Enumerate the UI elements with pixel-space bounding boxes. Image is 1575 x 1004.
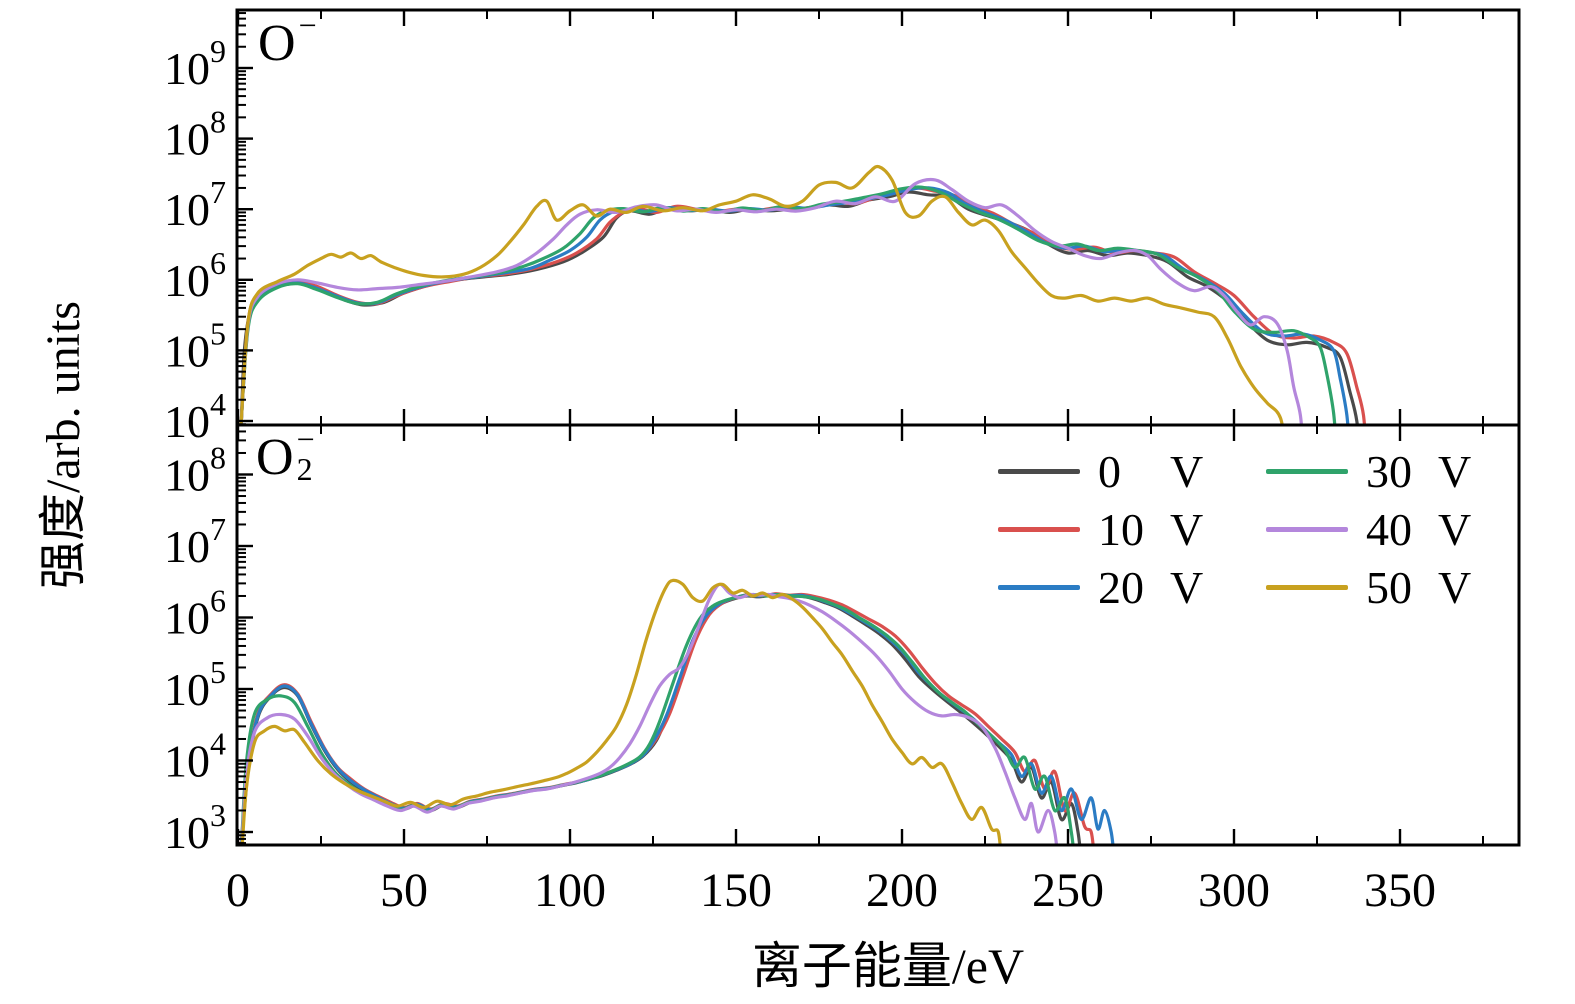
legend-item-30V: 30 V: [1266, 442, 1534, 500]
legend-voltage-unit: V: [1438, 445, 1472, 497]
legend-voltage-value: 10: [1098, 503, 1144, 555]
legend-voltage-value: 50: [1366, 561, 1412, 613]
legend-item-20V: 20 V: [998, 558, 1266, 616]
x-tick-label: 250: [1032, 864, 1104, 917]
panel-frame: [235, 423, 1521, 847]
legend-line-swatch: [1266, 468, 1348, 474]
y-tick-label: 107: [164, 511, 226, 572]
panel-label-o-minus: O −: [258, 9, 317, 72]
series-line-30-V: [239, 185, 1337, 425]
series-line-50-V: [239, 164, 1284, 425]
y-tick-label: 106: [164, 583, 226, 644]
x-tick-label: 100: [534, 864, 606, 917]
ion-charge-sup: −: [298, 7, 317, 43]
y-tick-label: 104: [164, 726, 226, 787]
legend-line-swatch: [998, 584, 1080, 590]
series-line-20-V: [239, 186, 1350, 425]
legend-item-50V: 50 V: [1266, 558, 1534, 616]
legend-line-swatch: [998, 526, 1080, 532]
x-tick-label: 300: [1198, 864, 1270, 917]
series-line-40-V: [240, 582, 1059, 845]
y-tick-label: 103: [164, 797, 226, 858]
y-axis-label: 强度/arb. units: [37, 301, 90, 589]
x-tick-label: 350: [1364, 864, 1436, 917]
ion-symbol: O: [256, 429, 294, 486]
tick-marks: [236, 10, 1484, 845]
series-line-30-V: [239, 592, 1075, 845]
legend-line-swatch: [998, 468, 1080, 474]
x-tick-label: 150: [700, 864, 772, 917]
legend-voltage-value: 0: [1098, 445, 1121, 497]
legend-item-10V: 10 V: [998, 500, 1266, 558]
x-axis-label: 离子能量/eV: [751, 938, 1025, 994]
panel-label-o2-minus: O −2: [256, 423, 315, 493]
legend-line-swatch: [1266, 584, 1348, 590]
curves-O2−: [239, 578, 1115, 845]
x-tick-label: 0: [226, 864, 250, 917]
legend-voltage-value: 30: [1366, 445, 1412, 497]
series-line-0-V: [239, 190, 1359, 425]
series-line-10-V: [239, 186, 1367, 425]
legend-voltage-unit: V: [1438, 561, 1472, 613]
series-line-40-V: [239, 177, 1304, 425]
legend-column-2: 30 V 40 V 50 V: [1266, 442, 1534, 616]
legend-item-40V: 40 V: [1266, 500, 1534, 558]
legend-column-1: 0 V 10 V 20 V: [998, 442, 1266, 616]
series-line-10-V: [239, 592, 1095, 845]
legend-voltage-unit: V: [1170, 445, 1204, 497]
x-tick-label: 50: [380, 864, 428, 917]
legend-voltage-value: 20: [1098, 561, 1144, 613]
y-tick-label: 109: [164, 33, 226, 94]
legend-voltage-unit: V: [1170, 503, 1204, 555]
curves-O−: [239, 164, 1367, 425]
legend-line-swatch: [1266, 526, 1348, 532]
series-line-50-V: [240, 578, 1002, 845]
legend-voltage-value: 40: [1366, 503, 1412, 555]
ion-symbol: O: [258, 15, 296, 72]
ion-charge-sup: −: [296, 421, 315, 457]
y-tick-label: 108: [164, 440, 226, 501]
legend-voltage-unit: V: [1438, 503, 1472, 555]
y-tick-label: 105: [164, 654, 226, 715]
y-tick-label: 104: [164, 386, 226, 447]
panel-frame: [235, 8, 1521, 427]
y-tick-label: 105: [164, 315, 226, 376]
x-tick-label: 200: [866, 864, 938, 917]
y-tick-label: 108: [164, 104, 226, 165]
y-tick-label: 106: [164, 245, 226, 306]
legend-voltage-unit: V: [1170, 561, 1204, 613]
legend: 0 V 10 V 20 V 30 V 40 V 50 V: [998, 442, 1534, 616]
y-tick-label: 107: [164, 174, 226, 235]
ion-sub: 2: [296, 451, 313, 488]
